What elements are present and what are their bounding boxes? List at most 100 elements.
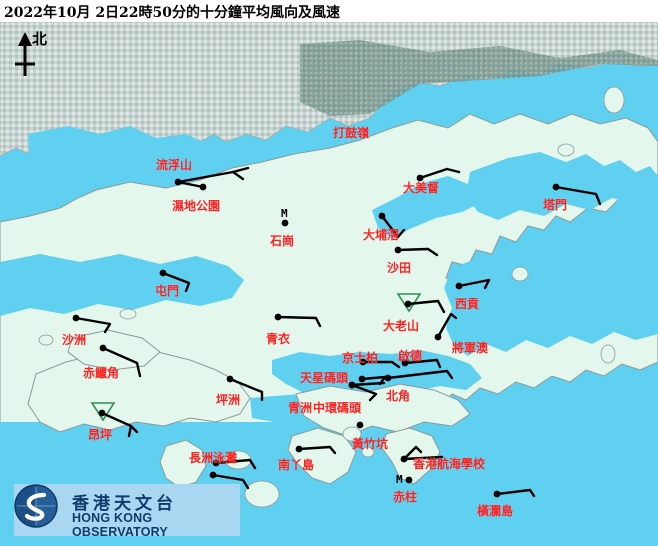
station-dot xyxy=(226,375,234,383)
station-label-star-ferry: 天星碼頭 xyxy=(300,371,349,385)
station-label-ta-kwu-ling: 打鼓嶺 xyxy=(333,126,370,140)
hko-logo-mark xyxy=(14,484,58,528)
station-sha-chau xyxy=(72,314,112,334)
chek-lap-kok-island xyxy=(67,329,161,371)
station-tate-s-cairn xyxy=(396,293,446,314)
station-dot xyxy=(356,421,364,429)
station-dot xyxy=(358,375,366,383)
station-wong-chuk-hang xyxy=(356,421,364,429)
station-label-sha-tin: 沙田 xyxy=(387,261,412,275)
wind-barb xyxy=(406,299,446,314)
station-label-tai-po-kau: 大埔滘 xyxy=(363,228,400,242)
station-dot xyxy=(199,183,207,191)
wind-barb xyxy=(74,316,112,334)
station-label-tate-s-cairn: 大老山 xyxy=(383,319,420,333)
station-central-pier xyxy=(348,381,378,402)
station-dot xyxy=(295,445,303,453)
station-marker-m-stanley: M xyxy=(396,473,403,486)
wind-barb xyxy=(457,278,491,290)
wind-barb xyxy=(350,381,386,387)
wind-barb xyxy=(176,166,250,184)
lamma-island-shape xyxy=(287,427,357,485)
mainland-hills xyxy=(300,40,658,116)
station-ping-chau xyxy=(226,375,264,402)
station-label-cheung-chau-beach: 長洲泳灘 xyxy=(189,451,238,465)
stanley-peninsula xyxy=(381,427,441,485)
station-kings-park xyxy=(359,358,401,369)
north-arrow: 北 xyxy=(6,28,62,84)
station-label-north-point: 北角 xyxy=(386,389,411,403)
station-label-shek-kong: 石崗 xyxy=(270,234,295,248)
wind-barb xyxy=(276,315,322,328)
station-dot xyxy=(400,455,408,463)
station-label-sai-kung: 西貢 xyxy=(455,297,480,311)
station-sha-tin xyxy=(394,246,439,257)
map-canvas: 北 打鼓嶺 流浮山 濕地公園 M 石崗 大美督 塔門 大埔滘 沙田 屯門 西貢 大老山 將軍澳 沙洲 赤鱲角… xyxy=(0,22,658,546)
wind-barb xyxy=(396,247,439,257)
station-dot xyxy=(384,374,392,382)
station-label-wong-chuk-hang: 黃竹坑 xyxy=(352,437,389,451)
wind-barb xyxy=(214,458,257,470)
station-tai-mei-tuk xyxy=(416,167,461,182)
station-label-tsing-yi: 青衣 xyxy=(266,332,291,346)
station-label-hk-sea-school: 香港航海學校 xyxy=(413,457,486,471)
station-dot xyxy=(212,459,220,467)
page-title: 2022年10月 2日22時50分的十分鐘平均風向及風速 xyxy=(4,5,341,21)
station-ngong-ping xyxy=(90,402,139,438)
station-waglan-island xyxy=(493,488,536,498)
station-north-point xyxy=(384,369,454,382)
station-label-green-island: 青洲 xyxy=(288,401,313,415)
station-tsing-yi xyxy=(274,313,322,328)
station-dot xyxy=(159,269,167,277)
station-sai-kung xyxy=(455,278,491,290)
station-tai-po-kau xyxy=(378,212,406,239)
station-label-tseung-kwan-o: 將軍澳 xyxy=(452,341,489,355)
station-label-tuen-mun: 屯門 xyxy=(155,284,180,298)
station-dot xyxy=(552,183,560,191)
station-shek-kong xyxy=(281,219,289,227)
wind-barb xyxy=(228,377,264,402)
wind-barb xyxy=(100,411,139,438)
hong-kong-island xyxy=(295,383,471,437)
deep-bay xyxy=(28,126,236,182)
wind-barb xyxy=(176,180,205,189)
station-label-ngong-ping: 昂坪 xyxy=(88,428,113,442)
station-label-central-pier: 中環碼頭 xyxy=(313,401,362,415)
station-label-stanley: 赤柱 xyxy=(393,490,418,504)
station-marker-triangle xyxy=(90,402,116,422)
station-cheung-chau xyxy=(209,471,250,490)
wind-barb xyxy=(386,369,454,380)
wind-barb xyxy=(554,185,602,206)
wind-barb xyxy=(418,167,461,180)
station-stanley xyxy=(405,476,413,484)
station-dot xyxy=(405,476,413,484)
wind-barb xyxy=(211,473,250,490)
small-islands xyxy=(38,86,625,508)
station-label-lau-fau-shan: 流浮山 xyxy=(156,158,193,172)
station-dot xyxy=(72,314,80,322)
hko-logo: 香港天文台 HONG KONG OBSERVATORY xyxy=(14,484,240,539)
wind-barb xyxy=(380,214,406,239)
station-chek-lap-kok xyxy=(99,344,142,378)
station-label-kings-park: 京士柏 xyxy=(342,351,379,365)
station-label-tap-mun: 塔門 xyxy=(543,198,568,212)
station-dot xyxy=(209,471,217,479)
station-tuen-mun xyxy=(159,269,191,293)
map-geography xyxy=(0,22,658,546)
station-label-kai-tak: 啟德 xyxy=(398,349,423,363)
station-cheung-chau-beach xyxy=(212,458,257,470)
station-dot xyxy=(348,381,356,389)
station-label-wetland-park: 濕地公園 xyxy=(172,199,221,213)
station-dot xyxy=(281,219,289,227)
station-dot xyxy=(274,313,282,321)
station-kai-tak xyxy=(401,358,442,369)
wind-barb-layer xyxy=(72,166,602,498)
wind-barb xyxy=(297,445,337,455)
wind-barb xyxy=(436,312,458,339)
station-tseung-kwan-o xyxy=(434,312,458,341)
station-label-sha-chau: 沙洲 xyxy=(62,333,87,347)
station-marker-m-shek-kong: M xyxy=(281,207,288,220)
station-label-ping-chau: 坪洲 xyxy=(216,393,241,407)
station-dot xyxy=(404,300,412,308)
